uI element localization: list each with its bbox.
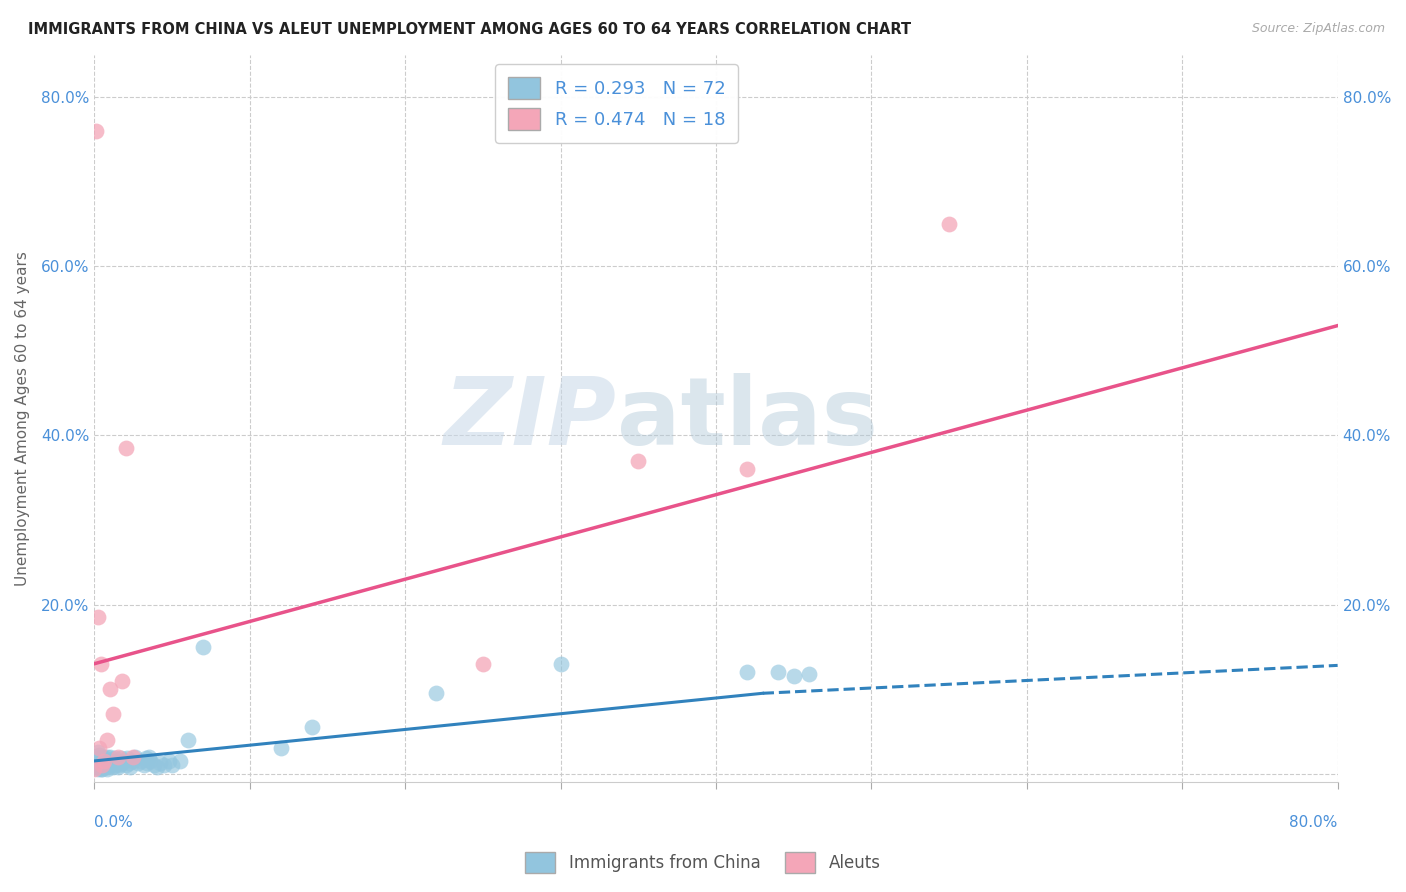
Point xyxy=(101,754,124,768)
Point xyxy=(129,754,152,768)
Point xyxy=(105,756,128,771)
Text: atlas: atlas xyxy=(617,373,877,465)
Point xyxy=(735,462,758,476)
Point xyxy=(142,758,165,772)
Point xyxy=(93,760,115,774)
Point xyxy=(89,741,111,756)
Point xyxy=(127,756,149,771)
Point xyxy=(91,758,114,772)
Point xyxy=(160,758,183,772)
Point xyxy=(90,657,112,671)
Point xyxy=(90,758,112,772)
Point xyxy=(89,751,111,765)
Point xyxy=(114,758,136,772)
Point xyxy=(84,754,107,768)
Point xyxy=(101,760,124,774)
Text: IMMIGRANTS FROM CHINA VS ALEUT UNEMPLOYMENT AMONG AGES 60 TO 64 YEARS CORRELATIO: IMMIGRANTS FROM CHINA VS ALEUT UNEMPLOYM… xyxy=(28,22,911,37)
Point xyxy=(111,673,134,688)
Point xyxy=(84,124,107,138)
Point xyxy=(122,754,145,768)
Text: 0.0%: 0.0% xyxy=(94,814,134,830)
Point xyxy=(107,754,129,768)
Point xyxy=(86,746,108,760)
Point xyxy=(104,751,127,765)
Point xyxy=(93,754,115,768)
Point xyxy=(86,610,108,624)
Point xyxy=(91,754,114,768)
Point xyxy=(96,749,118,764)
Point xyxy=(136,756,159,771)
Point xyxy=(115,751,138,765)
Point xyxy=(96,758,118,772)
Point xyxy=(472,657,495,671)
Point xyxy=(89,756,111,771)
Point xyxy=(169,754,191,768)
Text: ZIP: ZIP xyxy=(444,373,617,465)
Point xyxy=(83,758,105,772)
Point xyxy=(101,707,124,722)
Point xyxy=(90,763,112,777)
Text: Source: ZipAtlas.com: Source: ZipAtlas.com xyxy=(1251,22,1385,36)
Point xyxy=(735,665,758,680)
Point xyxy=(108,758,131,772)
Point xyxy=(177,732,200,747)
Point xyxy=(89,760,111,774)
Point xyxy=(107,749,129,764)
Point xyxy=(100,754,122,768)
Point xyxy=(627,454,650,468)
Point xyxy=(145,760,167,774)
Point xyxy=(91,749,114,764)
Point xyxy=(111,756,134,771)
Point xyxy=(193,640,215,654)
Point xyxy=(98,681,121,696)
Point xyxy=(96,732,118,747)
Point xyxy=(550,657,572,671)
Point xyxy=(104,758,127,772)
Point xyxy=(135,751,157,765)
Point xyxy=(98,758,121,772)
Point xyxy=(301,720,323,734)
Point xyxy=(90,751,112,765)
Point xyxy=(118,756,141,771)
Point xyxy=(86,754,108,768)
Point xyxy=(97,760,120,774)
Y-axis label: Unemployment Among Ages 60 to 64 years: Unemployment Among Ages 60 to 64 years xyxy=(15,252,30,586)
Point xyxy=(783,669,806,683)
Point xyxy=(110,751,132,765)
Point xyxy=(86,758,108,772)
Point xyxy=(94,751,117,765)
Point xyxy=(938,217,960,231)
Point xyxy=(799,666,821,681)
Point xyxy=(93,754,115,768)
Point xyxy=(120,760,142,774)
Point xyxy=(270,741,292,756)
Legend: Immigrants from China, Aleuts: Immigrants from China, Aleuts xyxy=(519,846,887,880)
Point xyxy=(84,760,107,774)
Point xyxy=(157,754,180,768)
Point xyxy=(84,749,107,764)
Point xyxy=(94,758,117,772)
Legend: R = 0.293   N = 72, R = 0.474   N = 18: R = 0.293 N = 72, R = 0.474 N = 18 xyxy=(495,64,738,143)
Point xyxy=(139,754,162,768)
Point xyxy=(766,665,789,680)
Point xyxy=(153,758,176,772)
Point xyxy=(91,763,114,777)
Point xyxy=(89,747,111,762)
Point xyxy=(149,756,172,771)
Point xyxy=(107,760,129,774)
Point xyxy=(124,749,146,764)
Point xyxy=(134,758,156,772)
Point xyxy=(138,749,160,764)
Point xyxy=(97,754,120,768)
Point xyxy=(98,749,121,764)
Text: 80.0%: 80.0% xyxy=(1289,814,1337,830)
Point xyxy=(425,686,447,700)
Point xyxy=(114,441,136,455)
Point xyxy=(91,758,114,772)
Point xyxy=(83,763,105,777)
Point xyxy=(112,754,135,768)
Point xyxy=(122,749,145,764)
Point xyxy=(96,763,118,777)
Point xyxy=(86,763,108,777)
